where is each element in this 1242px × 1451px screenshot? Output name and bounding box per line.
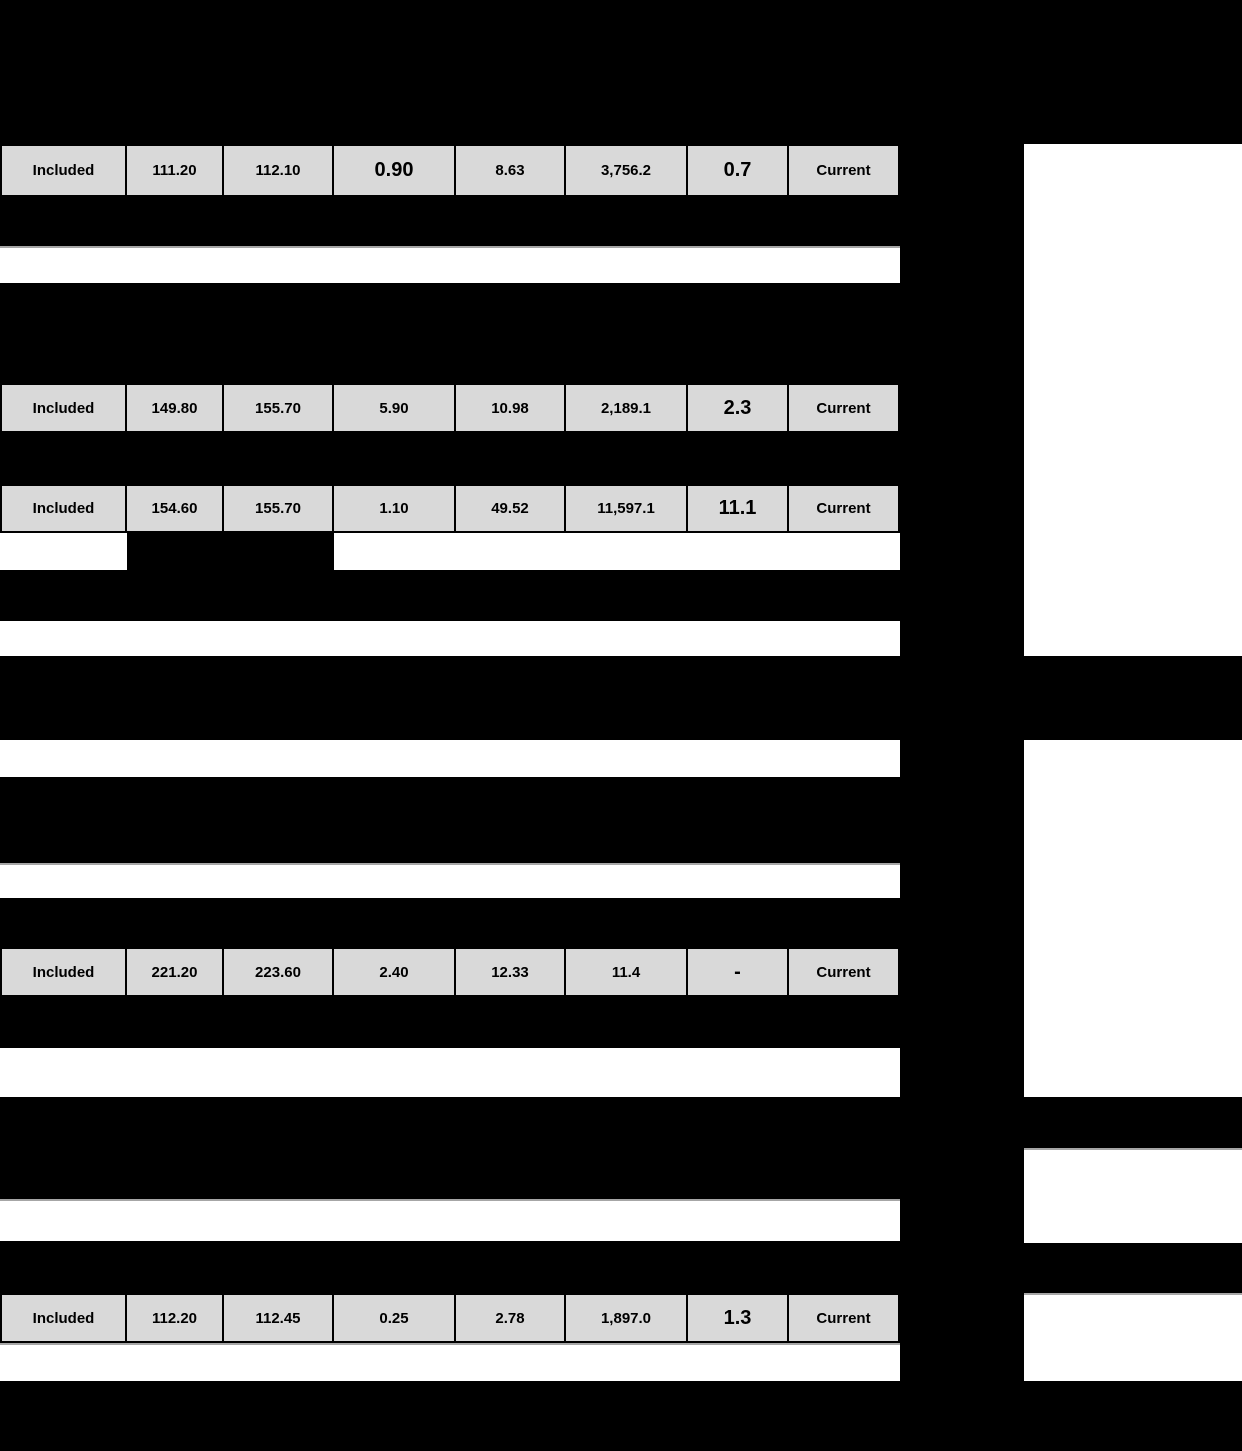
table-cell-included: Included	[2, 1295, 127, 1341]
blank-row-band	[0, 863, 900, 898]
blank-row-band	[0, 246, 900, 283]
table-cell-value: 0.7	[688, 146, 789, 195]
table-cell-value: 5.90	[334, 385, 456, 431]
blank-partial-band	[334, 533, 900, 570]
right-panel-block	[1024, 1293, 1242, 1381]
table-cell-value: 155.70	[224, 486, 334, 531]
table-cell-value: 2.78	[456, 1295, 566, 1341]
table-cell-included: Included	[2, 385, 127, 431]
table-cell-value: 221.20	[127, 949, 224, 995]
blank-row-band	[0, 1048, 900, 1097]
table-cell-value: 11.1	[688, 486, 789, 531]
table-cell-value: 2.3	[688, 385, 789, 431]
table-cell-status: Current	[789, 146, 898, 195]
table-cell-value: 155.70	[224, 385, 334, 431]
data-row: Included 221.20 223.60 2.40 12.33 11.4 -…	[0, 947, 900, 997]
blank-row-band	[0, 1199, 900, 1241]
table-cell-value: 3,756.2	[566, 146, 688, 195]
right-panel-block	[1024, 144, 1242, 656]
data-row: Included 111.20 112.10 0.90 8.63 3,756.2…	[0, 144, 900, 197]
right-panel-block	[1024, 1148, 1242, 1243]
table-cell-value: -	[688, 949, 789, 995]
table-cell-included: Included	[2, 486, 127, 531]
table-cell-value: 112.10	[224, 146, 334, 195]
table-cell-included: Included	[2, 146, 127, 195]
table-cell-value: 1.3	[688, 1295, 789, 1341]
table-cell-value: 2,189.1	[566, 385, 688, 431]
table-cell-value: 223.60	[224, 949, 334, 995]
table-cell-value: 0.25	[334, 1295, 456, 1341]
data-row: Included 149.80 155.70 5.90 10.98 2,189.…	[0, 383, 900, 433]
table-cell-value: 149.80	[127, 385, 224, 431]
table-cell-status: Current	[789, 1295, 898, 1341]
blank-row-band	[0, 740, 900, 777]
table-cell-value: 12.33	[456, 949, 566, 995]
table-cell-status: Current	[789, 385, 898, 431]
table-cell-value: 11.4	[566, 949, 688, 995]
table-cell-value: 112.20	[127, 1295, 224, 1341]
blank-row-band	[0, 621, 900, 656]
table-cell-status: Current	[789, 486, 898, 531]
table-cell-value: 2.40	[334, 949, 456, 995]
table-cell-value: 10.98	[456, 385, 566, 431]
table-cell-value: 111.20	[127, 146, 224, 195]
data-row: Included 112.20 112.45 0.25 2.78 1,897.0…	[0, 1293, 900, 1343]
blank-partial-band	[0, 533, 127, 570]
table-cell-included: Included	[2, 949, 127, 995]
table-cell-value: 8.63	[456, 146, 566, 195]
table-cell-status: Current	[789, 949, 898, 995]
table-cell-value: 1,897.0	[566, 1295, 688, 1341]
blank-row-band	[0, 1343, 900, 1381]
table-cell-value: 154.60	[127, 486, 224, 531]
table-cell-value: 11,597.1	[566, 486, 688, 531]
data-row: Included 154.60 155.70 1.10 49.52 11,597…	[0, 484, 900, 533]
table-cell-value: 0.90	[334, 146, 456, 195]
table-cell-value: 1.10	[334, 486, 456, 531]
table-cell-value: 49.52	[456, 486, 566, 531]
table-cell-value: 112.45	[224, 1295, 334, 1341]
right-panel-block	[1024, 740, 1242, 1097]
